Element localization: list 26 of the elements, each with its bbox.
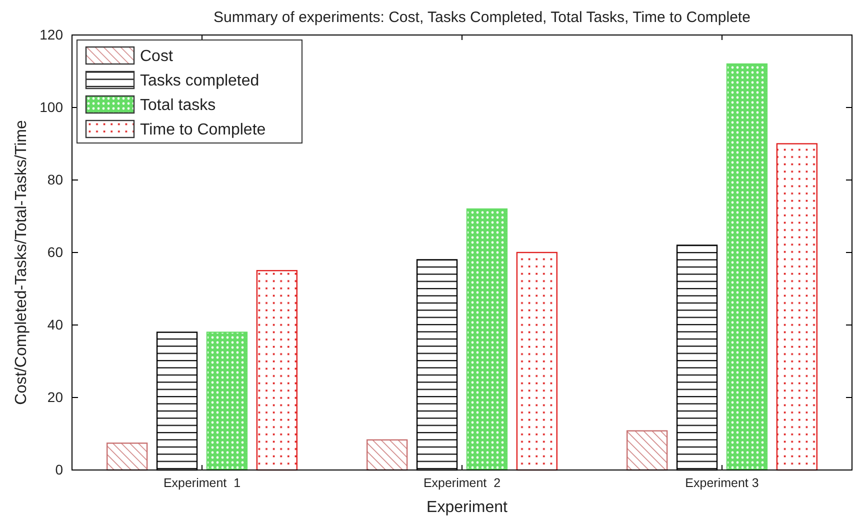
legend-label: Tasks completed (140, 72, 260, 90)
bar (626, 430, 668, 471)
x-tick-label: Experiment 3 (685, 476, 759, 490)
x-tick-label: Experiment 2 (423, 476, 501, 490)
y-tick-label: 40 (47, 316, 64, 332)
y-tick-label: 60 (47, 244, 64, 260)
y-tick-label: 120 (40, 26, 64, 42)
y-axis-title: Cost/Completed-Tasks/Total-Tasks/Time (13, 120, 30, 405)
bar (516, 252, 558, 471)
bar (106, 442, 148, 471)
bar (256, 270, 298, 471)
bar (776, 143, 818, 471)
y-tick-label: 100 (40, 98, 64, 115)
y-tick-label: 0 (55, 461, 64, 478)
legend-label: Time to Complete (140, 122, 266, 138)
y-tick-label: 20 (47, 388, 64, 405)
x-axis-title: Experiment (426, 499, 508, 516)
bar (726, 63, 768, 471)
legend-label: Total tasks (140, 97, 216, 114)
bar (366, 439, 408, 471)
chart-title: Summary of experiments: Cost, Tasks Completed, Total Tasks, Time to Complete (214, 9, 750, 26)
legend-label: Cost (140, 48, 174, 65)
x-tick-label: Experiment 1 (163, 476, 241, 490)
bar (466, 208, 508, 471)
bar (206, 332, 248, 471)
y-tick-label: 80 (47, 171, 64, 188)
